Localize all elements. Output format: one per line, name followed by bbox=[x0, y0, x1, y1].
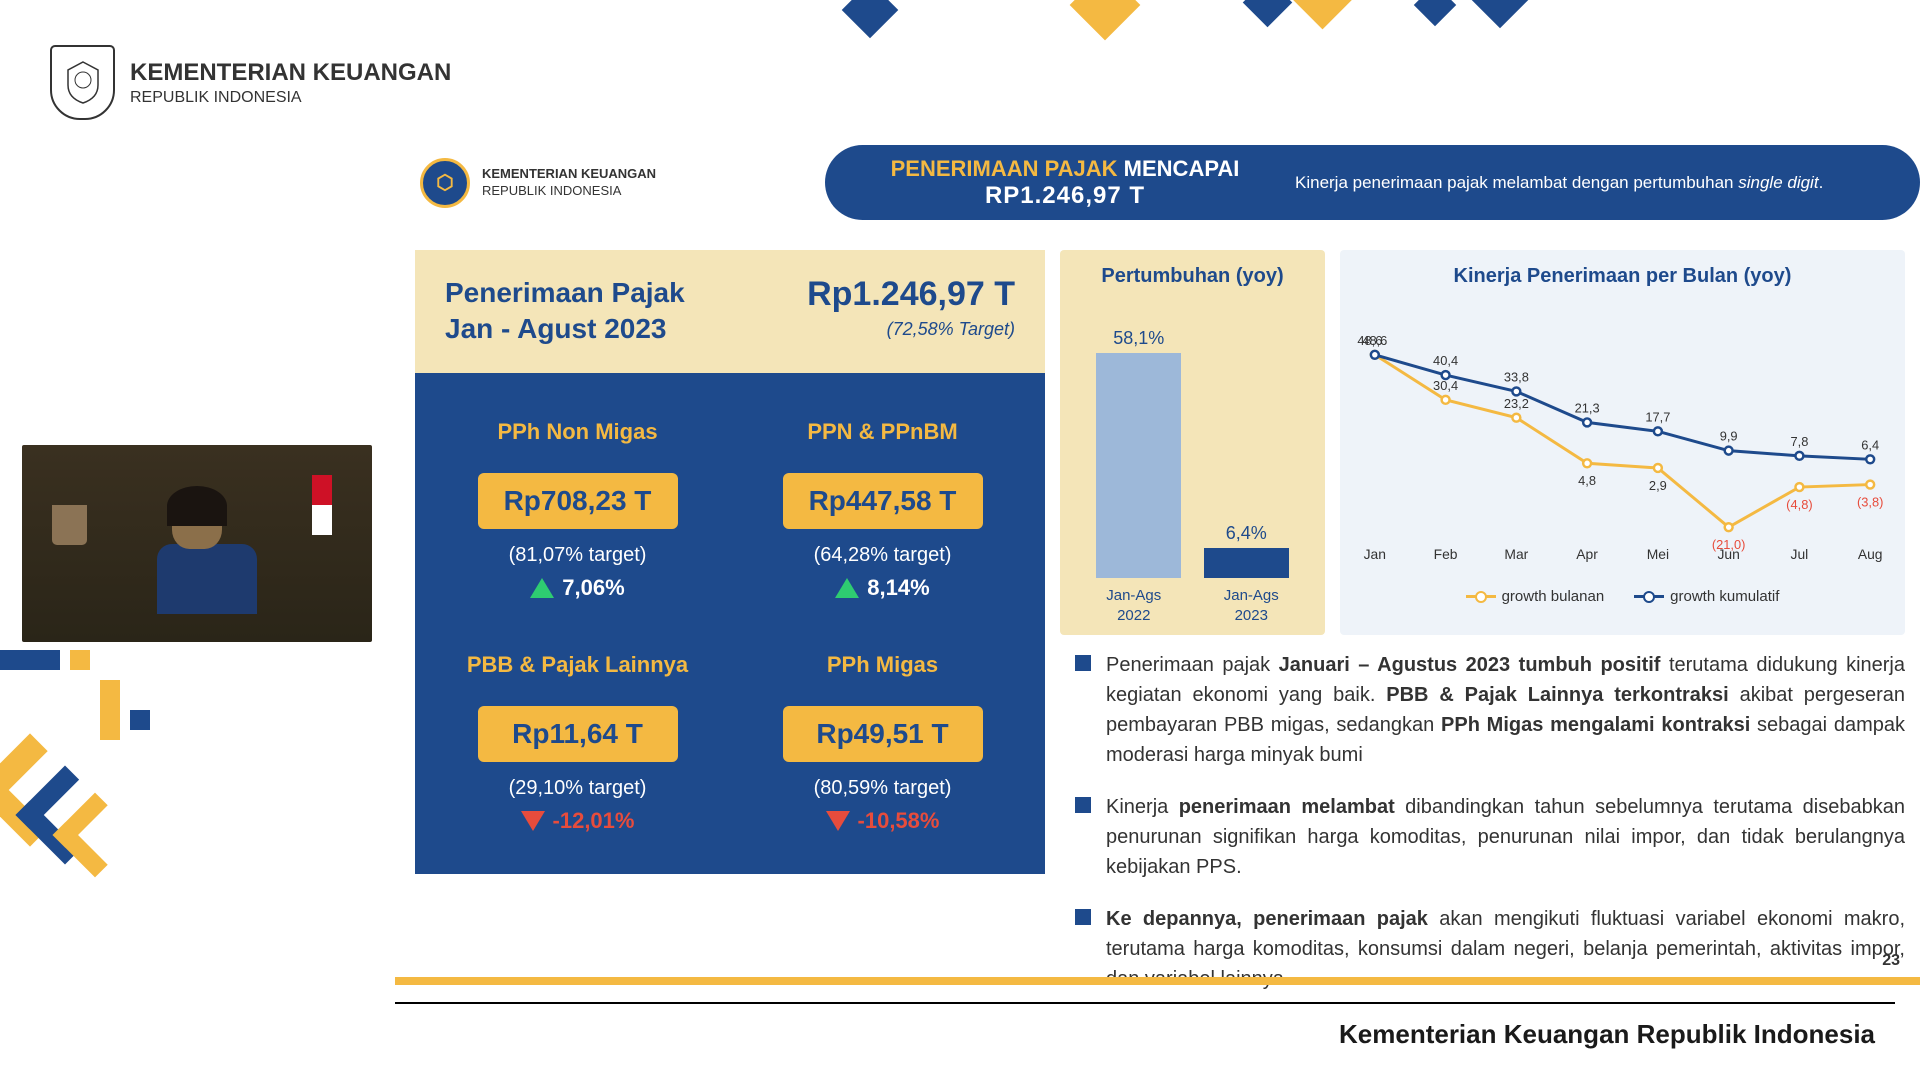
svg-text:Apr: Apr bbox=[1576, 546, 1598, 562]
down-triangle-icon bbox=[826, 811, 850, 831]
banner-title: PENERIMAAN PAJAK MENCAPAI bbox=[855, 156, 1275, 182]
svg-text:Aug: Aug bbox=[1858, 546, 1883, 562]
legend-item: growth kumulatif bbox=[1634, 588, 1779, 605]
bar-xlabel: Jan-Ags2023 bbox=[1209, 586, 1294, 625]
svg-text:Mei: Mei bbox=[1647, 546, 1669, 562]
summary-title: Penerimaan PajakJan - Agust 2023 bbox=[445, 275, 685, 348]
slide-footer-bar bbox=[395, 977, 1920, 985]
metric-target: (64,28% target) bbox=[740, 544, 1025, 567]
summary-target: (72,58% Target) bbox=[807, 319, 1015, 340]
bar-fill bbox=[1096, 353, 1181, 578]
page-header-logo: KEMENTERIAN KEUANGAN REPUBLIK INDONESIA bbox=[50, 45, 451, 120]
svg-text:17,7: 17,7 bbox=[1645, 409, 1670, 424]
bullet-text: Kinerja penerimaan melambat dibandingkan… bbox=[1106, 792, 1905, 882]
slide-banner: PENERIMAAN PAJAK MENCAPAI RP1.246,97 T K… bbox=[825, 145, 1920, 220]
header-subtitle: REPUBLIK INDONESIA bbox=[130, 88, 451, 109]
page-number: 23 bbox=[1882, 952, 1900, 970]
metric-value: Rp447,58 T bbox=[783, 473, 983, 529]
slide-logo: ⬡ KEMENTERIAN KEUANGAN REPUBLIK INDONESI… bbox=[420, 158, 656, 208]
svg-text:Jul: Jul bbox=[1791, 546, 1809, 562]
metric-value: Rp49,51 T bbox=[783, 706, 983, 762]
metrics-grid: PPh Non Migas Rp708,23 T (81,07% target)… bbox=[415, 373, 1045, 874]
bar-value-label: 6,4% bbox=[1204, 523, 1289, 544]
presentation-slide: ⬡ KEMENTERIAN KEUANGAN REPUBLIK INDONESI… bbox=[395, 145, 1920, 985]
slide-logo-line2: REPUBLIK INDONESIA bbox=[482, 183, 656, 200]
legend-item: growth bulanan bbox=[1466, 588, 1605, 605]
slide-logo-line1: KEMENTERIAN KEUANGAN bbox=[482, 166, 656, 183]
metric-card: PBB & Pajak Lainnya Rp11,64 T (29,10% ta… bbox=[435, 636, 720, 834]
svg-text:Jan: Jan bbox=[1364, 546, 1386, 562]
metric-label: PBB & Pajak Lainnya bbox=[435, 636, 720, 694]
linechart-title: Kinerja Penerimaan per Bulan (yoy) bbox=[1355, 265, 1890, 288]
metric-label: PPh Non Migas bbox=[435, 403, 720, 461]
bullet-square-icon bbox=[1075, 797, 1091, 813]
page-footer: Kementerian Keuangan Republik Indonesia bbox=[395, 1002, 1895, 1050]
metric-change: -12,01% bbox=[435, 808, 720, 834]
bar: 6,4% bbox=[1204, 548, 1289, 578]
summary-panel: Penerimaan PajakJan - Agust 2023 Rp1.246… bbox=[415, 250, 1045, 970]
svg-text:48,6: 48,6 bbox=[1357, 333, 1382, 348]
bullet-square-icon bbox=[1075, 909, 1091, 925]
linechart-legend: growth bulanan growth kumulatif bbox=[1355, 588, 1890, 605]
svg-text:6,4: 6,4 bbox=[1861, 437, 1879, 452]
banner-note: Kinerja penerimaan pajak melambat dengan… bbox=[1295, 171, 1823, 195]
bar-xlabel: Jan-Ags2022 bbox=[1091, 586, 1176, 625]
metric-label: PPh Migas bbox=[740, 636, 1025, 694]
growth-bar-chart: Pertumbuhan (yoy) 58,1% 6,4% Jan-Ags2022… bbox=[1060, 250, 1325, 635]
metric-target: (81,07% target) bbox=[435, 544, 720, 567]
bar-fill bbox=[1204, 548, 1289, 578]
svg-text:4,8: 4,8 bbox=[1578, 473, 1596, 488]
svg-text:33,8: 33,8 bbox=[1504, 370, 1529, 385]
ministry-emblem-icon bbox=[50, 45, 115, 120]
decorative-pattern-bottom-left bbox=[0, 550, 320, 900]
svg-text:23,2: 23,2 bbox=[1504, 396, 1529, 411]
metric-card: PPh Non Migas Rp708,23 T (81,07% target)… bbox=[435, 403, 720, 601]
svg-text:21,3: 21,3 bbox=[1575, 400, 1600, 415]
bullet-item: Kinerja penerimaan melambat dibandingkan… bbox=[1075, 792, 1905, 882]
linechart-svg: JanFebMarAprMeiJunJulAug48,630,423,24,82… bbox=[1355, 298, 1890, 578]
bullet-text: Penerimaan pajak Januari – Agustus 2023 … bbox=[1106, 650, 1905, 770]
svg-text:9,9: 9,9 bbox=[1720, 429, 1738, 444]
metric-label: PPN & PPnBM bbox=[740, 403, 1025, 461]
metric-card: PPh Migas Rp49,51 T (80,59% target) -10,… bbox=[740, 636, 1025, 834]
decorative-diamonds-top bbox=[700, 0, 1500, 50]
svg-text:Mar: Mar bbox=[1504, 546, 1528, 562]
metric-value: Rp708,23 T bbox=[478, 473, 678, 529]
header-title: KEMENTERIAN KEUANGAN bbox=[130, 57, 451, 88]
metric-change: -10,58% bbox=[740, 808, 1025, 834]
banner-amount: RP1.246,97 T bbox=[855, 182, 1275, 210]
bar-value-label: 58,1% bbox=[1096, 328, 1181, 349]
legend-line-icon bbox=[1634, 595, 1664, 598]
barchart-title: Pertumbuhan (yoy) bbox=[1075, 265, 1310, 288]
svg-text:Feb: Feb bbox=[1434, 546, 1458, 562]
bullet-list: Penerimaan pajak Januari – Agustus 2023 … bbox=[1075, 650, 1905, 1016]
metric-card: PPN & PPnBM Rp447,58 T (64,28% target) 8… bbox=[740, 403, 1025, 601]
metric-change: 8,14% bbox=[740, 575, 1025, 601]
svg-text:2,9: 2,9 bbox=[1649, 478, 1667, 493]
monthly-line-chart: Kinerja Penerimaan per Bulan (yoy) Jan Fe… bbox=[1340, 250, 1905, 635]
slide-header: ⬡ KEMENTERIAN KEUANGAN REPUBLIK INDONESI… bbox=[395, 145, 1920, 220]
legend-line-icon bbox=[1466, 595, 1496, 598]
up-triangle-icon bbox=[530, 578, 554, 598]
bullet-item: Penerimaan pajak Januari – Agustus 2023 … bbox=[1075, 650, 1905, 770]
slide-emblem-icon: ⬡ bbox=[420, 158, 470, 208]
metric-target: (29,10% target) bbox=[435, 777, 720, 800]
down-triangle-icon bbox=[521, 811, 545, 831]
svg-text:(21,0): (21,0) bbox=[1712, 537, 1746, 552]
up-triangle-icon bbox=[835, 578, 859, 598]
metric-target: (80,59% target) bbox=[740, 777, 1025, 800]
metric-change: 7,06% bbox=[435, 575, 720, 601]
footer-text: Kementerian Keuangan Republik Indonesia bbox=[395, 1019, 1895, 1050]
svg-text:40,4: 40,4 bbox=[1433, 353, 1458, 368]
svg-text:(3,8): (3,8) bbox=[1857, 494, 1883, 509]
svg-text:(4,8): (4,8) bbox=[1786, 497, 1812, 512]
bullet-square-icon bbox=[1075, 655, 1091, 671]
bar: 58,1% bbox=[1096, 353, 1181, 578]
summary-header: Penerimaan PajakJan - Agust 2023 Rp1.246… bbox=[415, 250, 1045, 373]
svg-text:7,8: 7,8 bbox=[1790, 434, 1808, 449]
metric-value: Rp11,64 T bbox=[478, 706, 678, 762]
summary-amount: Rp1.246,97 T bbox=[807, 275, 1015, 314]
